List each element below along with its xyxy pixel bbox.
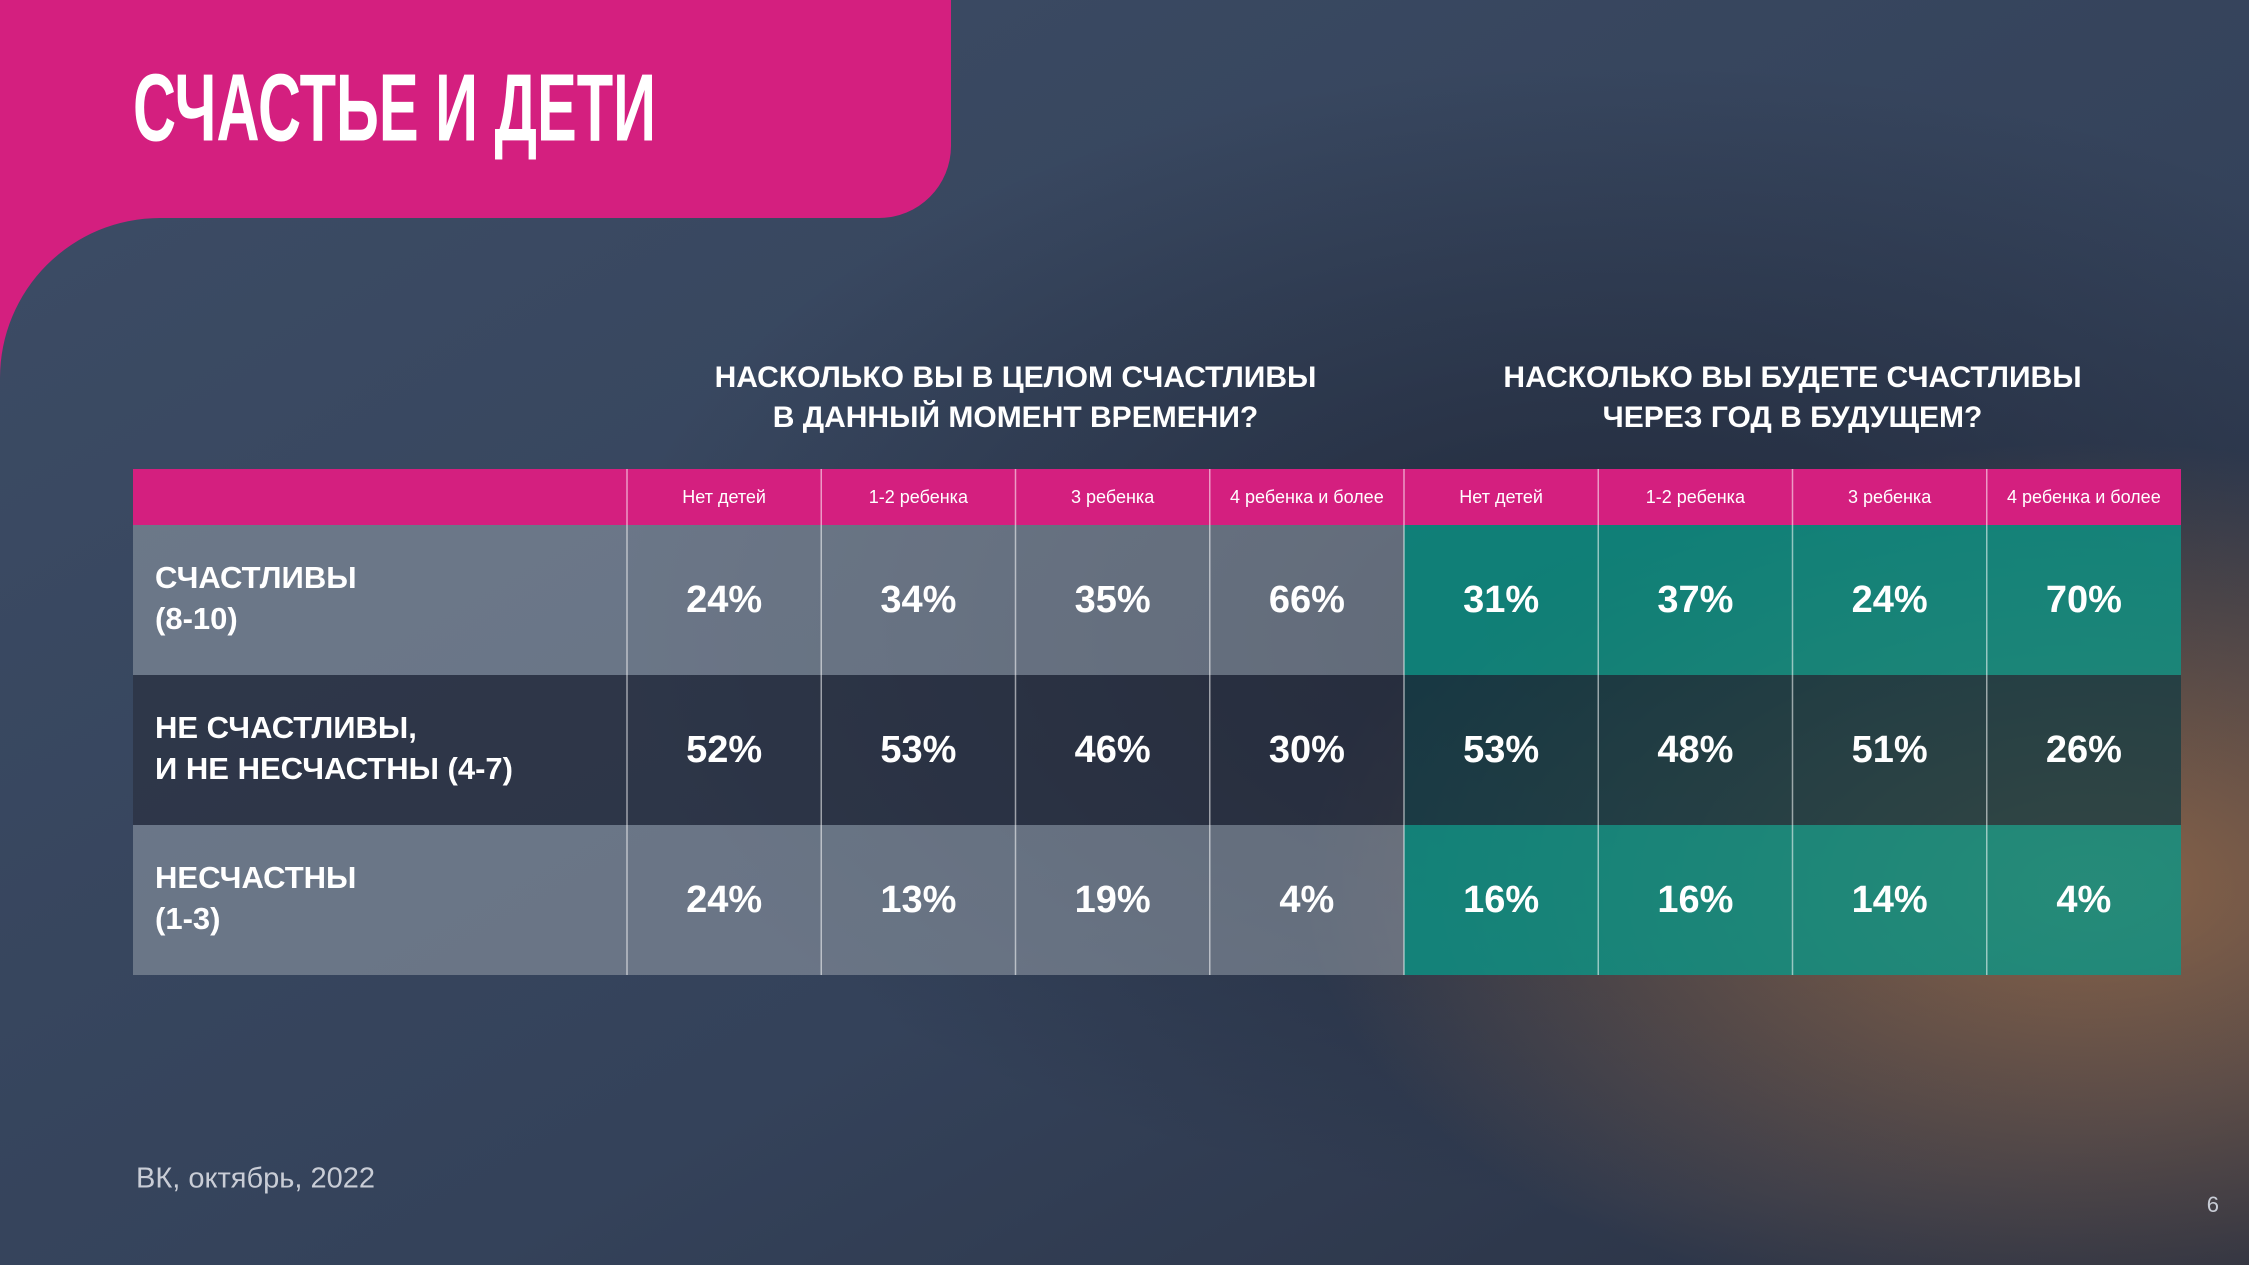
group-heading: НАСКОЛЬКО ВЫ БУДЕТЕ СЧАСТЛИВЫ (1503, 361, 2081, 394)
column-header: 3 ребенка (1848, 487, 1932, 507)
cell-value: 34% (880, 579, 956, 621)
header-row (133, 469, 2181, 525)
column-header: Нет детей (682, 487, 766, 507)
row-label: СЧАСТЛИВЫ (155, 560, 357, 595)
column-header: Нет детей (1459, 487, 1543, 507)
cell-value: 35% (1075, 579, 1151, 621)
cell-value: 26% (2046, 729, 2122, 771)
cell-value: 31% (1463, 579, 1539, 621)
row-label: НЕСЧАСТНЫ (155, 860, 356, 895)
title-panel (0, 0, 951, 378)
cell-value: 4% (2056, 879, 2111, 921)
cell-value: 46% (1075, 729, 1151, 771)
cell-value: 24% (686, 579, 762, 621)
group-heading: НАСКОЛЬКО ВЫ В ЦЕЛОМ СЧАСТЛИВЫ (715, 361, 1317, 394)
table: НАСКОЛЬКО ВЫ В ЦЕЛОМ СЧАСТЛИВЫ В ДАННЫЙ М… (133, 361, 2181, 975)
group-heading: ЧЕРЕЗ ГОД В БУДУЩЕМ? (1603, 401, 1983, 434)
cell-value: 4% (1279, 879, 1334, 921)
cell-value: 37% (1657, 579, 1733, 621)
page-number: 6 (2207, 1192, 2219, 1217)
source-note: ВК, октябрь, 2022 (136, 1163, 375, 1195)
cell-value: 53% (880, 729, 956, 771)
cell-value: 24% (1852, 579, 1928, 621)
column-header: 3 ребенка (1071, 487, 1155, 507)
row-label: (1-3) (155, 901, 220, 936)
cell-value: 13% (880, 879, 956, 921)
cell-value: 16% (1657, 879, 1733, 921)
row-label: И НЕ НЕСЧАСТНЫ (4-7) (155, 751, 513, 786)
group-heading: В ДАННЫЙ МОМЕНТ ВРЕМЕНИ? (773, 400, 1259, 434)
cell-value: 30% (1269, 729, 1345, 771)
cell-value: 19% (1075, 879, 1151, 921)
cell-value: 48% (1657, 729, 1733, 771)
cell-value: 70% (2046, 579, 2122, 621)
column-header: 1-2 ребенка (869, 487, 969, 507)
cell-value: 14% (1852, 879, 1928, 921)
row-bg (133, 675, 1404, 825)
cell-value: 24% (686, 879, 762, 921)
column-header: 4 ребенка и более (2007, 487, 2161, 507)
row-label: НЕ СЧАСТЛИВЫ, (155, 710, 417, 745)
row-label: (8-10) (155, 601, 238, 636)
cell-value: 52% (686, 729, 762, 771)
column-header: 1-2 ребенка (1646, 487, 1746, 507)
cell-value: 66% (1269, 579, 1345, 621)
row-bg (133, 825, 1404, 975)
cell-value: 16% (1463, 879, 1539, 921)
column-header: 4 ребенка и более (1230, 487, 1384, 507)
cell-value: 51% (1852, 729, 1928, 771)
title: СЧАСТЬЕ И ДЕТИ (133, 54, 656, 161)
row-bg (133, 525, 1404, 675)
cell-value: 53% (1463, 729, 1539, 771)
